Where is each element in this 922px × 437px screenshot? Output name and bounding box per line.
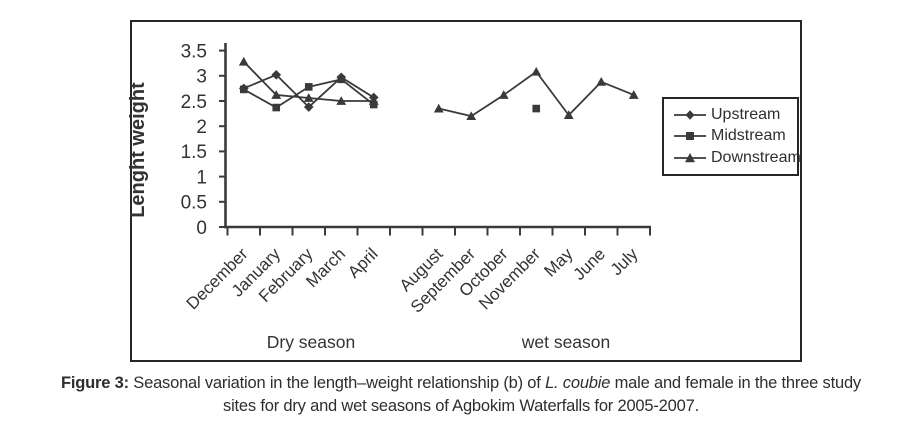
data-point-triangle [498, 90, 509, 99]
data-point-triangle [238, 56, 249, 66]
caption-line-2: sites for dry and wet seasons of Agbokim… [223, 397, 699, 415]
data-point-triangle [596, 77, 607, 86]
y-tick-label: 2 [196, 117, 207, 138]
series-line-downstream [600, 81, 635, 96]
data-point-square [239, 85, 248, 94]
x-category-label: June [570, 244, 610, 284]
caption-species-name: L. coubie [545, 374, 611, 392]
data-point-diamond [303, 102, 314, 112]
series-line-upstream [243, 73, 277, 90]
caption-figure-label: Figure 3: [61, 374, 129, 392]
x-category-label: July [607, 244, 642, 279]
data-point-triangle [628, 90, 639, 99]
legend-item-downstream: Downstream [674, 149, 801, 167]
series-line-downstream [568, 81, 602, 116]
dry-season-label: Dry season [267, 332, 356, 352]
caption-text-1: Seasonal variation in the length–weight … [128, 374, 546, 392]
series-line-midstream [243, 88, 277, 109]
series-line-upstream [340, 76, 375, 99]
y-tick-label: 2.5 [181, 92, 207, 113]
legend-label-downstream: Downstream [711, 149, 801, 167]
wet-season-label: wet season [521, 332, 611, 352]
series-line-downstream [276, 94, 309, 99]
data-point-diamond [271, 69, 282, 80]
series-line-downstream [308, 97, 342, 102]
data-point-triangle [531, 66, 542, 76]
data-point-square [337, 75, 346, 84]
chart-legend: Upstream Midstream Downstream [662, 97, 801, 176]
series-line-downstream [438, 107, 472, 117]
series-line-midstream [308, 78, 342, 88]
y-tick-label: 3.5 [181, 41, 207, 62]
data-point-square [272, 103, 281, 112]
y-tick-label: 1.5 [181, 142, 207, 163]
data-point-triangle [336, 96, 347, 105]
data-point-triangle [466, 111, 477, 121]
y-axis-title: Lenght weight [127, 82, 149, 218]
series-line-downstream [470, 94, 505, 117]
y-tick-label: 0.5 [181, 193, 207, 214]
legend-label-midstream: Midstream [711, 127, 786, 145]
chart-frame [130, 20, 802, 362]
data-point-square [304, 83, 313, 91]
x-category-label: April [344, 244, 381, 281]
series-line-upstream [275, 74, 310, 108]
y-tick-label: 1 [196, 167, 207, 188]
y-tick-label: 0 [196, 218, 207, 239]
caption-line-1: Figure 3: Seasonal variation in the leng… [0, 372, 922, 395]
data-point-triangle [368, 96, 379, 105]
legend-item-midstream: Midstream [674, 127, 793, 145]
series-line-upstream [308, 76, 342, 108]
data-point-triangle [303, 93, 314, 102]
data-point-triangle [433, 103, 444, 113]
series-line-downstream [535, 71, 570, 116]
diamond-marker-icon [674, 110, 706, 120]
series-line-downstream [243, 61, 277, 96]
triangle-marker-icon [674, 153, 706, 163]
y-tick-label: 3 [196, 67, 207, 88]
caption-text-2: male and female in the three study [610, 374, 862, 392]
series-line-downstream [503, 71, 537, 96]
line-chart: 00.511.522.533.5DecemberJanuaryFebruaryM… [127, 41, 651, 352]
data-point-square [532, 104, 541, 113]
data-point-triangle [563, 110, 574, 120]
x-category-label: May [540, 244, 576, 280]
legend-label-upstream: Upstream [711, 105, 781, 123]
square-marker-icon [674, 132, 706, 141]
data-point-triangle [271, 90, 282, 99]
legend-item-upstream: Upstream [674, 106, 793, 124]
figure-caption: Figure 3: Seasonal variation in the leng… [0, 372, 922, 418]
